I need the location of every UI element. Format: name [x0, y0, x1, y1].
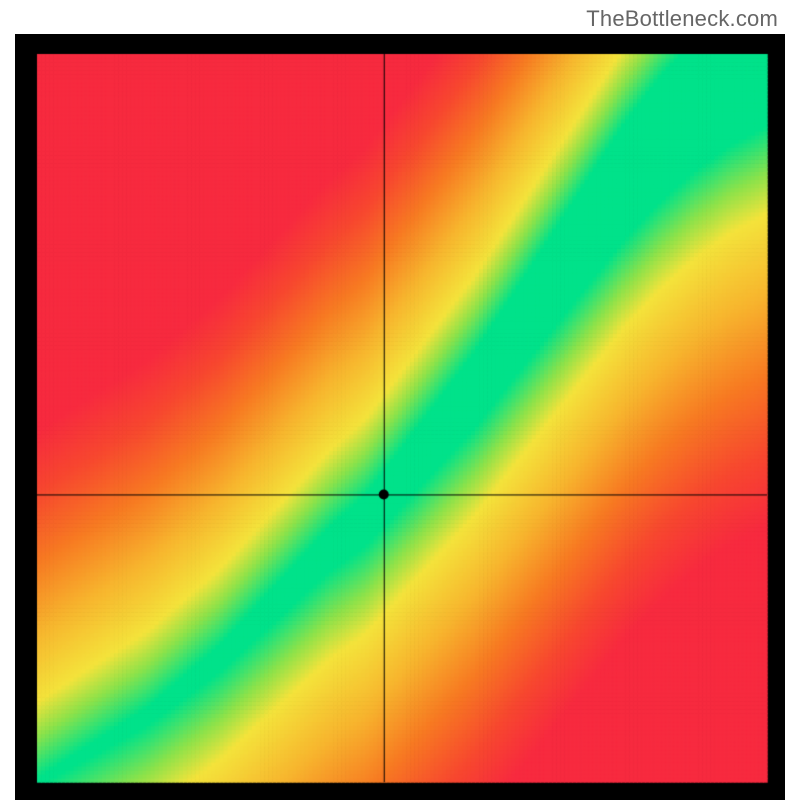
stage: TheBottleneck.com — [0, 0, 800, 800]
watermark-text: TheBottleneck.com — [586, 6, 778, 32]
chart-frame — [15, 34, 785, 800]
bottleneck-heatmap — [15, 34, 785, 800]
